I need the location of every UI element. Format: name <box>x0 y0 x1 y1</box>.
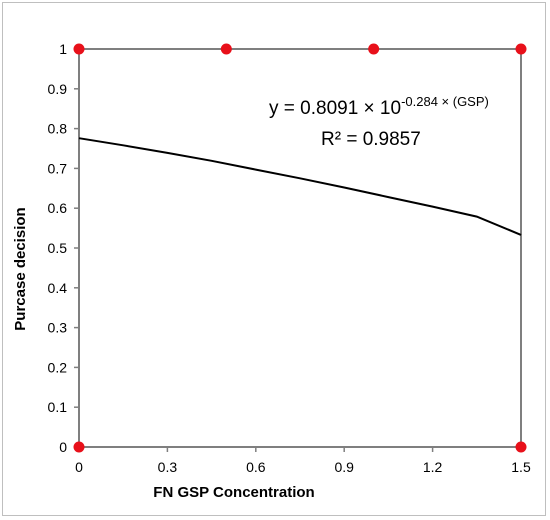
x-tick-label: 0.3 <box>158 459 178 475</box>
data-point <box>73 441 85 453</box>
y-tick-label: 0.1 <box>48 399 68 415</box>
data-point <box>368 43 380 55</box>
chart-svg: 0 0.1 0.2 0.3 0.4 0.5 0.6 0.7 0.8 0.9 1 0 0.3 0.6 0.9… <box>12 41 531 501</box>
y-tick-label: 0 <box>59 439 67 455</box>
x-tick-label: 0 <box>75 459 83 475</box>
data-point <box>515 43 527 55</box>
y-axis-ticks: 0 0.1 0.2 0.3 0.4 0.5 0.6 0.7 0.8 0.9 1 <box>48 41 79 455</box>
y-tick-label: 0.9 <box>48 81 68 97</box>
y-tick-label: 0.7 <box>48 160 68 176</box>
x-tick-label: 1.5 <box>511 459 531 475</box>
x-tick-label: 0.9 <box>334 459 354 475</box>
y-tick-label: 0.2 <box>48 359 68 375</box>
y-axis-title: Purcase decision <box>12 207 29 330</box>
y-tick-label: 0.5 <box>48 240 68 256</box>
y-tick-label: 1 <box>59 41 67 57</box>
r-squared-annotation: R² = 0.9857 <box>321 129 421 150</box>
y-tick-label: 0.6 <box>48 200 68 216</box>
data-point <box>515 441 527 453</box>
data-point <box>220 43 232 55</box>
data-points <box>73 43 527 453</box>
fit-curve-group <box>78 137 522 236</box>
equation-annotation: y = 0.8091 × 10-0.284 × (GSP) <box>269 94 489 119</box>
y-tick-label: 0.4 <box>48 280 68 296</box>
x-axis-title: FN GSP Concentration <box>153 484 314 501</box>
data-point <box>73 43 85 55</box>
fit-curve <box>78 137 522 236</box>
y-tick-label: 0.8 <box>48 121 68 137</box>
equation-main-text: y = 0.8091 × 10 <box>269 98 401 119</box>
x-tick-label: 0.6 <box>246 459 266 475</box>
x-tick-label: 1.2 <box>423 459 443 475</box>
x-axis-ticks: 0 0.3 0.6 0.9 1.2 1.5 <box>75 447 531 475</box>
y-tick-label: 0.3 <box>48 320 68 336</box>
equation-exponent-text: -0.284 × (GSP) <box>401 94 489 109</box>
chart-frame: 0 0.1 0.2 0.3 0.4 0.5 0.6 0.7 0.8 0.9 1 0 0.3 0.6 0.9… <box>2 2 546 516</box>
